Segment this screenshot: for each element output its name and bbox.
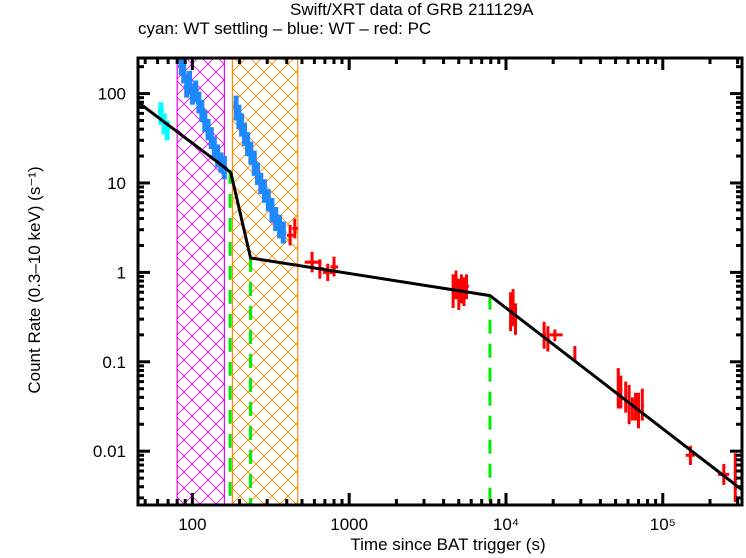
pc-data-point [459, 274, 463, 304]
pc-data-point [514, 303, 518, 335]
chart-title: Swift/XRT data of GRB 211129A [290, 0, 534, 19]
flare-1-region [176, 58, 225, 505]
pc-data-point [619, 375, 623, 409]
y-axis-label: Count Rate (0.3–10 keV) (s⁻¹) [25, 166, 44, 394]
model-fit-line [138, 101, 742, 491]
chart-subtitle: cyan: WT settling – blue: WT – red: PC [138, 19, 432, 38]
y-tick-label: 0.1 [102, 353, 126, 372]
pc-data-point [330, 256, 339, 277]
pc-data-point [322, 263, 334, 282]
pc-data-point [549, 329, 563, 342]
x-axis-label: Time since BAT trigger (s) [350, 535, 546, 554]
wt-data-point [280, 221, 287, 244]
y-tick-label: 1 [117, 263, 126, 282]
wt-data-point [186, 70, 193, 94]
x-tick-label: 100 [178, 515, 206, 534]
y-tick-label: 10 [107, 174, 126, 193]
pc-data-point [292, 218, 298, 239]
x-tick-label: 10⁴ [493, 515, 519, 534]
pc-data-point [465, 274, 469, 300]
y-tick-label: 100 [98, 85, 126, 104]
pc-data-point [454, 270, 458, 300]
pc-data-point [457, 278, 461, 310]
pc-data-point [640, 388, 645, 421]
wt-data-point [180, 62, 187, 84]
pc-data-point [624, 381, 628, 413]
y-tick-label: 0.01 [93, 442, 126, 461]
pc-data-point [286, 224, 294, 246]
x-tick-label: 10⁵ [650, 515, 676, 534]
wt-data-point [192, 80, 199, 103]
pc-data-point [511, 289, 515, 327]
pc-data-point [630, 397, 634, 421]
x-tick-label: 1000 [330, 515, 368, 534]
pc-data-point [616, 368, 620, 409]
